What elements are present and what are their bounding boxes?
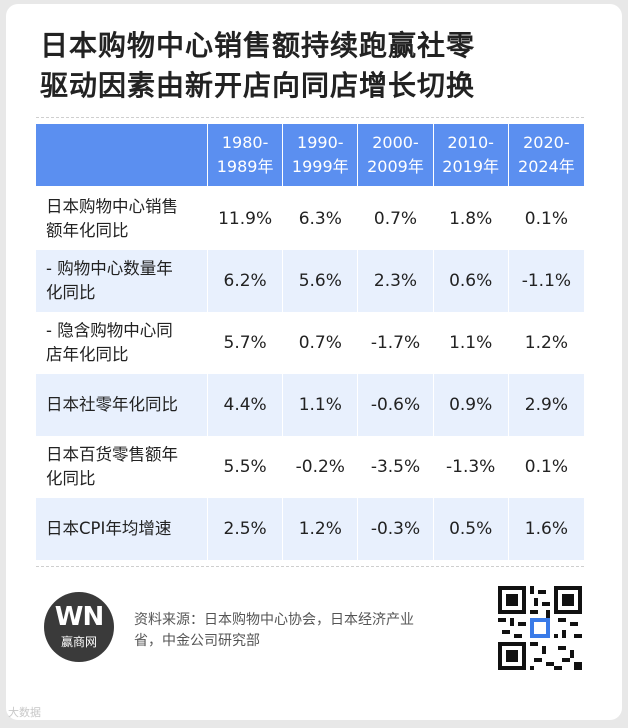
table-cell: 6.3% [283, 188, 359, 250]
table-cell: -1.1% [508, 250, 584, 312]
table-cell: 1.1% [434, 312, 509, 374]
brand-logo: WN 赢商网 [44, 592, 114, 662]
table-row: - 购物中心数量年 化同比 6.2% 5.6% 2.3% 0.6% -1.1% [36, 250, 584, 312]
title-line-2: 驱动因素由新开店向同店增长切换 [40, 69, 476, 102]
table-cell: -3.5% [358, 436, 434, 498]
header-period-4: 2010- 2019年 [433, 124, 509, 188]
top-divider [36, 117, 584, 118]
row-label: - 购物中心数量年 化同比 [36, 250, 209, 312]
header-period-2: 1990- 1999年 [283, 124, 359, 188]
table-cell: 0.1% [524, 209, 568, 229]
source-note: 资料来源：日本购物中心协会，日本经济产业 省，中金公司研究部 [134, 610, 464, 652]
table-cell: 5.5% [208, 436, 284, 498]
table-header-row: 1980- 1989年 1990- 1999年 2000- 2009年 2010- 20… [36, 124, 584, 188]
table-cell: 0.5% [433, 498, 509, 560]
table-cell: 2.5% [208, 498, 284, 560]
table-cell: 5.7% [208, 312, 284, 374]
row-label: 日本购物中心销售 额年化同比 [36, 188, 209, 250]
bottom-divider [36, 566, 584, 567]
table-cell: 2.3% [358, 250, 434, 312]
logo-mark: WN [54, 602, 104, 632]
logo-brand-name: 赢商网 [60, 635, 97, 649]
table-cell: -0.2% [283, 436, 359, 498]
table-cell: 1.2% [283, 498, 359, 560]
table-row: - 隐含购物中心同 店年化同比 5.7% 0.7% -1.7% 1.1% 1.2% [36, 312, 584, 374]
table-cell: 1.6% [508, 498, 584, 560]
table-cell: -0.6% [358, 374, 434, 436]
table-cell: 0.7% [283, 312, 359, 374]
header-corner [36, 124, 209, 188]
row-label: 日本社零年化同比 [36, 374, 209, 436]
header-period-5: 2020- 2024年 [508, 124, 584, 188]
table-row: 日本CPI年均增速 2.5% 1.2% -0.3% 0.5% 1.6% [36, 498, 584, 560]
table-cell: 11.9% [208, 188, 284, 250]
page-title: 日本购物中心销售额持续跑赢社零 驱动因素由新开店向同店增长切换 [40, 26, 600, 106]
header-period-3: 2000- 2009年 [358, 124, 434, 188]
table-cell: 1.8% [434, 188, 509, 250]
row-label: 日本CPI年均增速 [36, 498, 209, 560]
watermark: 大数据 [8, 706, 41, 719]
table-cell: 0.7% [358, 188, 434, 250]
table-cell: -0.3% [358, 498, 434, 560]
table-row: 日本社零年化同比 4.4% 1.1% -0.6% 0.9% 2.9% [36, 374, 584, 436]
table-cell: 5.6% [283, 250, 359, 312]
table-cell: -1.7% [358, 312, 434, 374]
title-line-1: 日本购物中心销售额持续跑赢社零 [40, 29, 476, 62]
table-cell: 0.6% [433, 250, 509, 312]
source-line-2: 省，中金公司研究部 [134, 633, 260, 649]
table-cell: -1.3% [434, 436, 509, 498]
row-label: - 隐含购物中心同 店年化同比 [36, 312, 209, 374]
table-cell: 4.4% [208, 374, 284, 436]
table-cell: 1.2% [524, 333, 568, 353]
table-cell: 0.9% [433, 374, 509, 436]
header-period-1: 1980- 1989年 [208, 124, 284, 188]
qr-code [498, 586, 582, 670]
row-label: 日本百货零售额年 化同比 [36, 436, 209, 498]
table-row: 日本百货零售额年 化同比 5.5% -0.2% -3.5% -1.3% 0.1% [36, 436, 584, 498]
data-table: 1980- 1989年 1990- 1999年 2000- 2009年 2010- 20… [36, 124, 584, 560]
table-cell: 2.9% [508, 374, 584, 436]
table-row: 日本购物中心销售 额年化同比 11.9% 6.3% 0.7% 1.8% 0.1% [36, 188, 584, 250]
table-cell: 0.1% [524, 457, 568, 477]
card: 日本购物中心销售额持续跑赢社零 驱动因素由新开店向同店增长切换 [6, 4, 622, 720]
table-cell: 1.1% [283, 374, 359, 436]
source-line-1: 资料来源：日本购物中心协会，日本经济产业 [134, 612, 414, 628]
table-cell: 6.2% [208, 250, 284, 312]
